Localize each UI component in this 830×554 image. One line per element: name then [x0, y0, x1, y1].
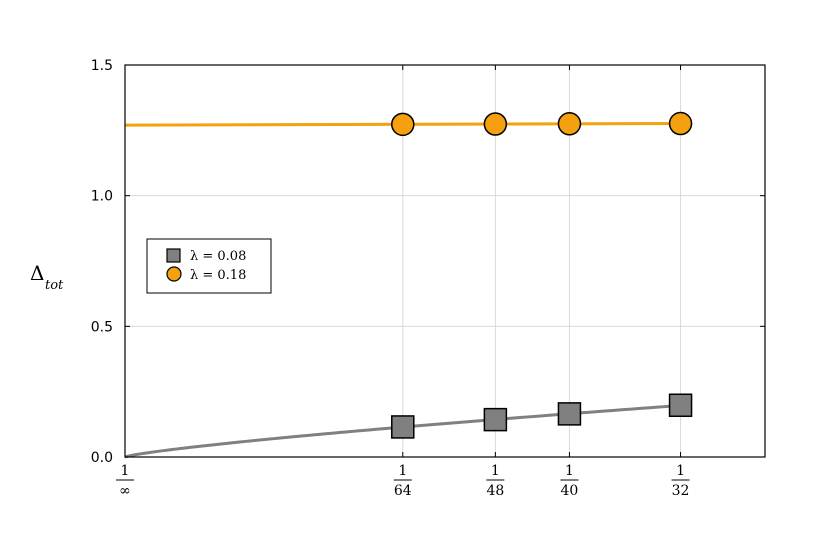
x-tick-label: 132: [671, 463, 690, 499]
legend-label-series-2: λ = 0.18: [190, 268, 246, 283]
data-point-circle: [668, 111, 693, 136]
data-point-circle: [391, 112, 415, 137]
x-tick-numerator: 1: [491, 463, 500, 479]
y-tick-label: 0.0: [91, 450, 113, 466]
data-markers: [391, 111, 693, 439]
legend: λ = 0.08 λ = 0.18: [146, 238, 272, 294]
x-tick-numerator: 1: [121, 463, 130, 479]
plot-frame: [124, 64, 766, 458]
x-tick-numerator: 1: [676, 463, 685, 479]
y-axis-label-main: Δ: [30, 261, 44, 285]
data-point-circle: [483, 112, 508, 136]
data-point-circle: [557, 112, 582, 136]
x-tick-label: 164: [393, 463, 412, 499]
y-axis-label-subscript: tot: [45, 278, 64, 293]
x-tick-label: 1∞: [116, 463, 134, 499]
data-point-square: [668, 393, 693, 418]
y-tick-label: 1.0: [91, 189, 113, 205]
data-point-square: [483, 407, 508, 432]
x-tick-denominator: 64: [394, 483, 412, 499]
x-tick-denominator: 40: [561, 483, 579, 499]
data-point-square: [557, 402, 582, 426]
data-point-square: [391, 415, 415, 439]
x-tick-label: 148: [486, 463, 505, 499]
x-tick-denominator: 32: [672, 483, 690, 499]
legend-marker-square: [166, 248, 181, 263]
y-tick-label: 1.5: [91, 58, 113, 74]
x-tick-numerator: 1: [398, 463, 407, 479]
x-tick-denominator: ∞: [119, 483, 131, 499]
y-axis-label: Δ tot: [30, 261, 64, 293]
x-tick-numerator: 1: [565, 463, 574, 479]
x-tick-denominator: 48: [486, 483, 504, 499]
x-tick-label: 140: [560, 463, 579, 499]
legend-label-series-1: λ = 0.08: [190, 249, 246, 264]
y-tick-label: 0.5: [91, 319, 113, 335]
legend-marker-circle: [166, 266, 182, 282]
legend-box: [146, 238, 272, 294]
y-ticks: 0.0 0.5 1.0 1.5: [91, 58, 765, 466]
